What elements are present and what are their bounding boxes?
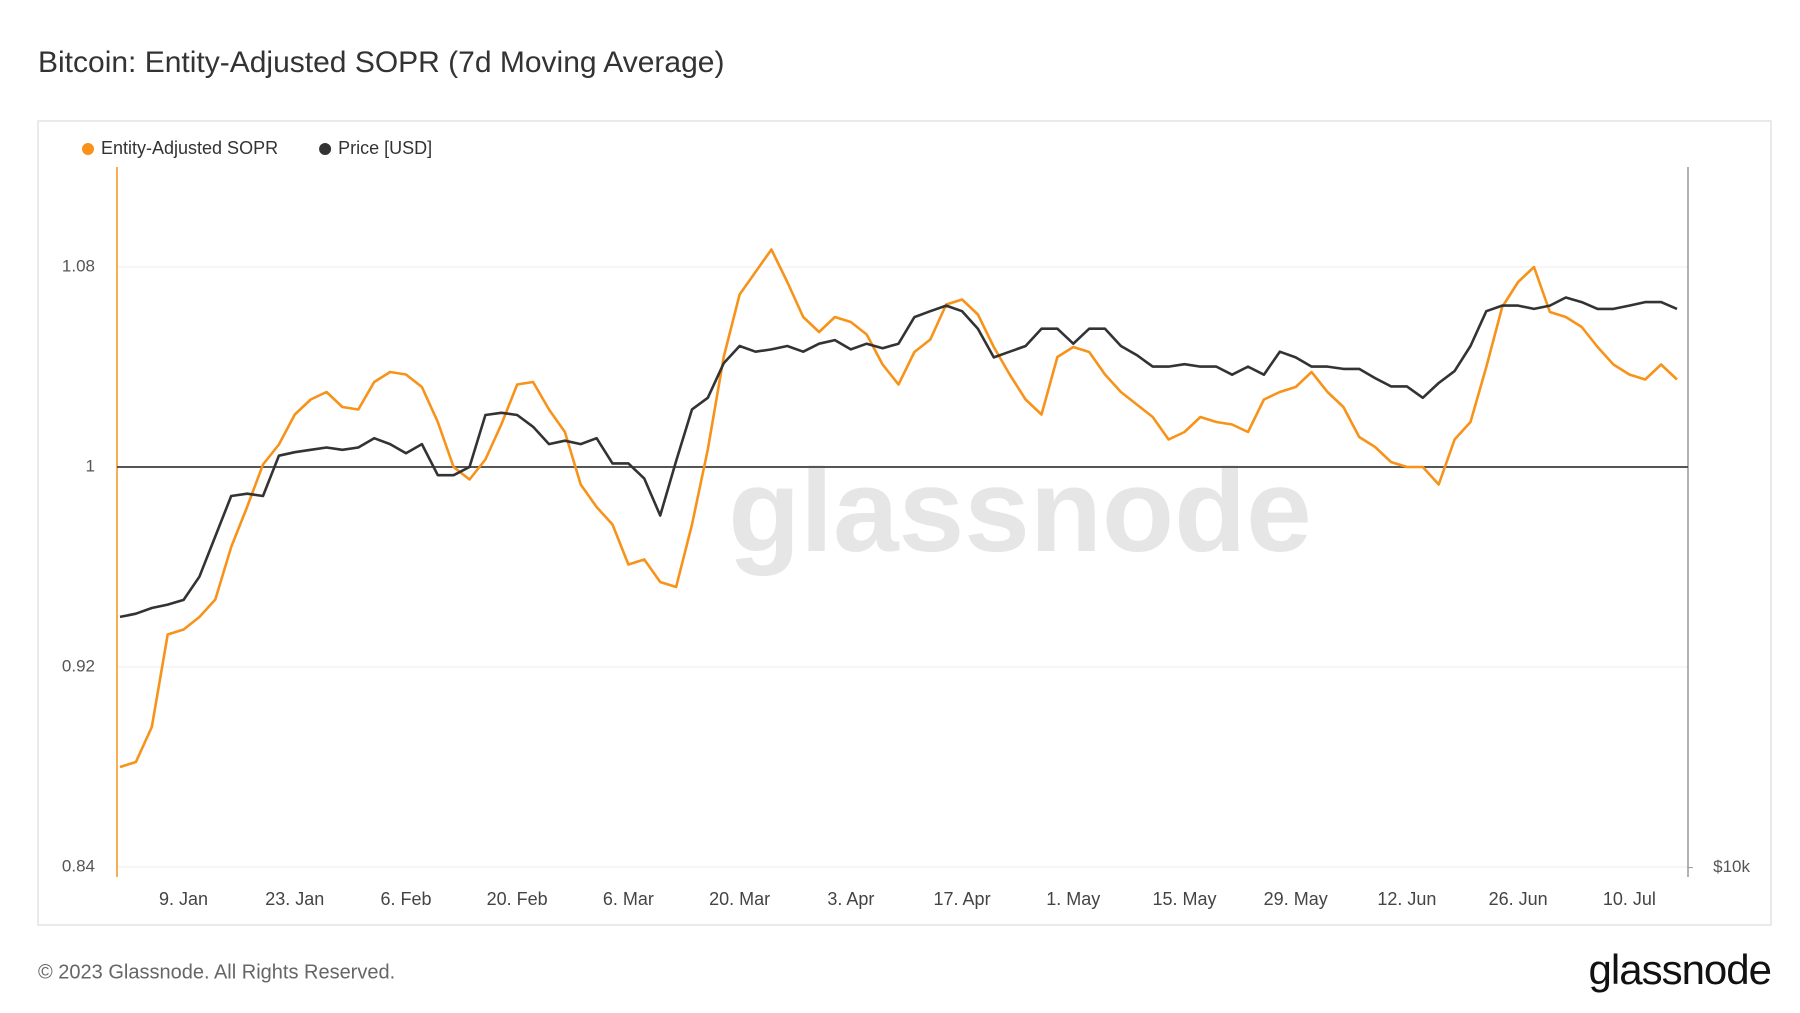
y-tick-label: 1.08 — [62, 256, 95, 275]
x-tick-label: 20. Feb — [487, 889, 548, 909]
x-tick-label: 1. May — [1046, 889, 1100, 909]
x-tick-label: 23. Jan — [265, 889, 324, 909]
chart-title: Bitcoin: Entity-Adjusted SOPR (7d Moving… — [38, 46, 724, 79]
footer: © 2023 Glassnode. All Rights Reserved. — [38, 961, 395, 983]
y2-tick-label: $10k — [1713, 857, 1750, 876]
x-tick-label: 26. Jun — [1489, 889, 1548, 909]
series-line — [119, 248, 1678, 769]
x-tick-label: 3. Apr — [827, 889, 874, 909]
y-tick-label: 1 — [86, 456, 95, 475]
legend-marker — [319, 143, 332, 155]
x-tick-label: 10. Jul — [1603, 889, 1656, 909]
legend-label: Price [USD] — [338, 138, 432, 158]
x-tick-label: 17. Apr — [934, 889, 991, 909]
legend-marker — [82, 143, 94, 155]
x-tick-label: 9. Jan — [159, 889, 208, 909]
x-tick-label: 29. May — [1264, 889, 1328, 909]
y-tick-label: 0.84 — [62, 856, 95, 875]
legend-label: Entity-Adjusted SOPR — [101, 138, 278, 158]
watermark: glassnode — [728, 445, 1312, 577]
panel — [37, 120, 1772, 926]
x-tick-label: 12. Jun — [1377, 889, 1436, 909]
x-tick-label: 6. Mar — [603, 889, 654, 909]
x-tick-label: 15. May — [1152, 889, 1216, 909]
brand-logo: glassnode — [1589, 946, 1771, 993]
series-line — [119, 296, 1678, 619]
x-tick-label: 20. Mar — [709, 889, 770, 909]
y-tick-label: 0.92 — [62, 656, 95, 675]
x-tick-label: 6. Feb — [380, 889, 431, 909]
